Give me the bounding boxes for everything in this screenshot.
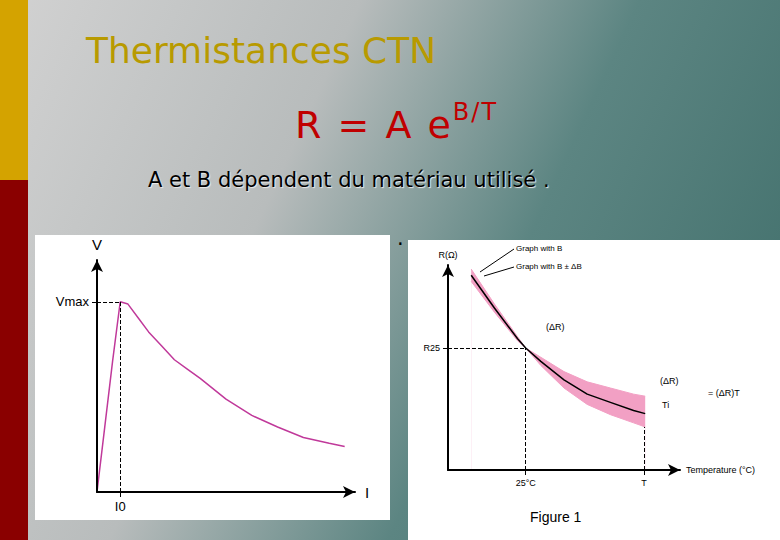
svg-text:Ti: Ti	[662, 400, 669, 410]
svg-text:Graph with B: Graph with B	[516, 244, 562, 253]
svg-text:R25: R25	[423, 343, 440, 353]
svg-text:(ΔR): (ΔR)	[546, 322, 565, 332]
svg-text:= (ΔR)T: = (ΔR)T	[708, 388, 740, 398]
svg-text:I: I	[365, 484, 369, 501]
svg-text:V: V	[92, 236, 102, 253]
svg-text:Temperature (°C): Temperature (°C)	[686, 465, 755, 475]
svg-text:Vmax: Vmax	[56, 294, 90, 309]
svg-text:Figure 1: Figure 1	[530, 509, 582, 525]
html-text:Thermistances CTN: Thermistances CTN	[86, 30, 437, 71]
svg-text:I0: I0	[115, 499, 126, 514]
html-text:R = A eB/T: R = A eB/T	[295, 98, 499, 147]
svg-text:Graph with B ± ΔB: Graph with B ± ΔB	[516, 262, 582, 271]
svg-text:(ΔR): (ΔR)	[660, 376, 679, 386]
svg-text:T: T	[641, 478, 647, 488]
html-text:A et B dépendent du matériau u: A et B dépendent du matériau utilisé .	[148, 168, 550, 192]
svg-text:25°C: 25°C	[516, 478, 537, 488]
svg-text:R(Ω): R(Ω)	[438, 250, 457, 260]
